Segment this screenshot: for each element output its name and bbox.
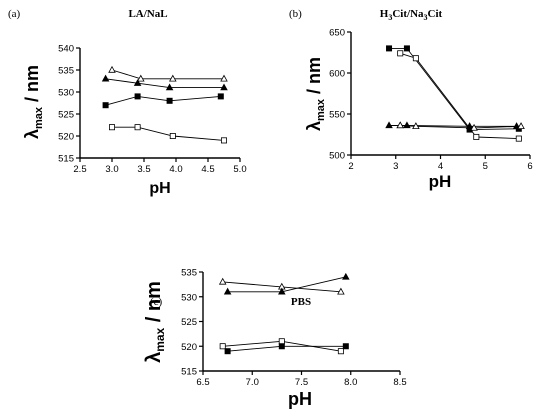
series-line-open-square [400, 52, 519, 140]
x-tick-label: 4.5 [201, 164, 214, 175]
data-point-open-square [134, 124, 141, 131]
y-tick-label: 530 [181, 292, 197, 303]
data-point-open-square [337, 348, 344, 355]
data-point-filled-square [166, 97, 173, 104]
y-tick-label: 600 [329, 69, 345, 80]
x-tick-label: 7.0 [246, 377, 259, 388]
x-tick-label: 3.0 [105, 164, 118, 175]
series-line-open-triangle [400, 125, 522, 129]
y-tick-label: 515 [58, 154, 74, 165]
data-point-open-triangle [412, 122, 420, 129]
panel-title: LA/NaL [128, 8, 167, 20]
x-tick-label: 6.5 [196, 377, 209, 388]
series-line-open-triangle [111, 69, 224, 80]
x-tick-label: 4.0 [169, 164, 182, 175]
x-tick-label: 6 [527, 161, 532, 172]
series-line-open-square [112, 126, 225, 141]
data-point-filled-square [102, 102, 109, 109]
y-tick-label: 550 [329, 110, 345, 121]
y-tick-label: 535 [181, 268, 197, 279]
data-point-filled-square [278, 343, 285, 350]
data-point-open-triangle [220, 74, 228, 82]
panel-b: (b) H3Cit/Na3Cit 500 550 600 650 2 3 4 5 6 pH λmax /… [289, 8, 533, 191]
data-point-filled-triangle [133, 79, 142, 86]
data-point-filled-triangle [342, 272, 350, 280]
x-axis-title: pH [149, 180, 170, 197]
data-point-filled-triangle [223, 287, 232, 295]
series-line-filled-square [389, 47, 519, 131]
data-point-open-square [397, 50, 404, 57]
data-point-filled-triangle [465, 122, 474, 129]
data-point-open-triangle [396, 121, 405, 129]
x-tick-label: 2.5 [73, 164, 86, 175]
panel-label: (a) [8, 8, 21, 20]
data-point-open-triangle [137, 74, 145, 82]
data-point-open-square [412, 55, 419, 62]
y-tick-label: 515 [181, 367, 197, 378]
y-tick-label: 520 [181, 342, 197, 353]
data-point-filled-triangle [220, 83, 228, 91]
data-point-open-square [220, 137, 227, 144]
panel-title: PBS [291, 296, 311, 308]
data-point-open-square [109, 124, 116, 131]
panel-c: (c) PBS 515 520 525 530 535 6.5 7.0 7.5 8.0 8.5 pH λm… [143, 268, 407, 410]
y-tick-label: 650 [329, 28, 345, 39]
data-point-open-triangle [169, 74, 177, 82]
data-point-filled-triangle [278, 287, 286, 295]
data-point-filled-square [342, 343, 349, 350]
x-tick-label: 8.0 [344, 377, 357, 388]
data-point-open-square [473, 133, 480, 140]
x-tick-label: 2 [348, 161, 353, 172]
y-tick-label: 520 [58, 132, 74, 143]
x-tick-label: 4 [438, 161, 443, 172]
y-tick-label: 500 [329, 151, 345, 162]
y-tick-label: 525 [181, 317, 197, 328]
series-line-filled-triangle [227, 276, 346, 293]
y-axis-title: λmax / nm [22, 65, 45, 139]
data-point-open-triangle [108, 65, 116, 73]
y-tick-label: 540 [58, 44, 74, 55]
x-tick-label: 3.5 [137, 164, 150, 175]
data-point-open-triangle [517, 122, 525, 129]
data-point-filled-triangle [403, 121, 411, 129]
x-tick-label: 7.5 [295, 377, 308, 388]
data-point-filled-square [134, 93, 141, 100]
data-point-filled-square [224, 348, 231, 355]
data-point-filled-square [386, 45, 393, 52]
panel-label: (c) [150, 296, 163, 308]
data-point-open-triangle [337, 287, 345, 295]
data-point-open-square [278, 338, 285, 345]
data-point-filled-triangle [512, 122, 521, 129]
panel-title: H3Cit/Na3Cit [380, 8, 443, 22]
x-axis-title: pH [288, 389, 312, 409]
data-point-open-square [219, 343, 226, 350]
data-point-open-square [515, 135, 522, 142]
y-tick-label: 535 [58, 66, 74, 77]
data-point-open-triangle [218, 277, 227, 285]
x-tick-label: 3 [393, 161, 398, 172]
x-axis-title: pH [429, 172, 452, 191]
panel-label: (b) [289, 8, 302, 20]
x-tick-label: 5.0 [233, 164, 246, 175]
data-point-open-triangle [470, 123, 478, 131]
panel-a: (a) LA/NaL 515 520 525 530 535 540 2.5 3.0 3.5 4.0 4… [8, 8, 247, 197]
y-tick-label: 525 [58, 110, 74, 121]
y-axis-title: λmax / nm [304, 57, 327, 131]
data-point-filled-square [403, 45, 410, 52]
x-tick-label: 5 [483, 161, 488, 172]
data-point-filled-triangle [165, 83, 174, 91]
y-tick-label: 530 [58, 88, 74, 99]
data-point-filled-triangle [101, 74, 110, 82]
series-line-filled-square [105, 95, 221, 106]
data-point-filled-triangle [385, 121, 393, 129]
data-point-open-square [169, 132, 176, 139]
data-point-filled-square [217, 93, 224, 100]
y-axis-title: λmax / nm [143, 281, 167, 363]
x-tick-label: 8.5 [393, 377, 406, 388]
series-line-filled-triangle [105, 78, 224, 89]
